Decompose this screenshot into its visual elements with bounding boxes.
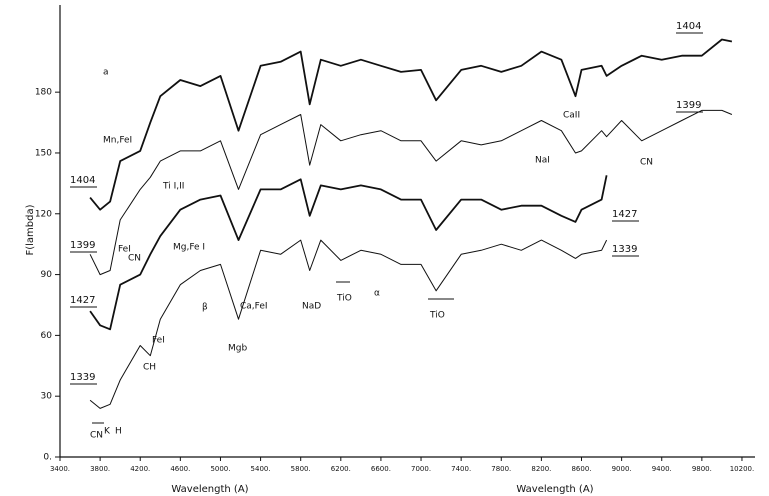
x-tick-label: 5000. [210, 465, 230, 473]
x-tick-label: 8600. [571, 465, 591, 473]
annotation: Mn,FeI [103, 136, 132, 146]
x-tick-label: 10200. [730, 465, 755, 473]
y-tick-label: 180 [35, 88, 52, 98]
x-tick-label: 3800. [90, 465, 110, 473]
x-tick-label: 6600. [371, 465, 391, 473]
annotation: β [202, 303, 208, 313]
y-tick-label: 30 [41, 392, 53, 402]
annotation: CN [128, 254, 141, 264]
y-tick-label: 0. [43, 453, 52, 463]
annotation: α [374, 289, 380, 299]
x-tick-label: 6200. [331, 465, 351, 473]
annotation: CH [143, 363, 156, 373]
x-tick-label: 5400. [251, 465, 271, 473]
series-label: 1404 [70, 175, 95, 186]
annotation: NaD [302, 302, 321, 312]
annotation: TiO [429, 311, 445, 321]
annotation: FeI [152, 336, 165, 346]
annotation: Mgb [228, 344, 247, 354]
x-axis-label: Wavelength (A) [171, 484, 248, 495]
annotation: CaII [563, 111, 580, 121]
annotation: CN [90, 431, 103, 441]
series-label: 1427 [612, 209, 637, 220]
annotation: CN [640, 158, 653, 168]
y-tick-label: 90 [41, 270, 53, 280]
series-label: 1404 [676, 21, 701, 32]
annotation: a [103, 68, 109, 78]
annotation: H [115, 427, 122, 437]
x-tick-label: 9000. [612, 465, 632, 473]
x-tick-label: 9800. [692, 465, 712, 473]
y-axis-label: F(lambda) [25, 204, 36, 255]
annotation: NaI [535, 156, 550, 166]
x-axis-label: Wavelength (A) [516, 484, 593, 495]
series-label: 1339 [612, 244, 637, 255]
y-tick-label: 150 [35, 148, 52, 158]
x-tick-label: 4600. [170, 465, 190, 473]
x-tick-label: 8200. [531, 465, 551, 473]
annotation: TiO [336, 294, 352, 304]
x-tick-label: 7000. [411, 465, 431, 473]
spectrum-line [89, 109, 733, 276]
x-tick-label: 4200. [130, 465, 150, 473]
x-tick-label: 7400. [451, 465, 471, 473]
x-tick-label: 9400. [652, 465, 672, 473]
spectrum-line [89, 175, 608, 331]
series-label: 1427 [70, 295, 95, 306]
series-label: 1399 [70, 240, 95, 251]
x-tick-label: 3400. [50, 465, 70, 473]
y-tick-label: 120 [35, 209, 52, 219]
x-tick-label: 7800. [491, 465, 511, 473]
series-label: 1399 [676, 100, 701, 111]
x-tick-label: 5800. [291, 465, 311, 473]
spectrum-line [89, 239, 608, 409]
spectrum-line [89, 38, 733, 211]
y-tick-label: 60 [41, 331, 53, 341]
series-label: 1339 [70, 372, 95, 383]
annotation: Mg,Fe I [173, 243, 205, 253]
annotation: K [104, 427, 111, 437]
annotation: Ti I,II [162, 182, 184, 192]
annotation: Ca,FeI [240, 302, 268, 312]
annotation: FeI [118, 245, 131, 255]
